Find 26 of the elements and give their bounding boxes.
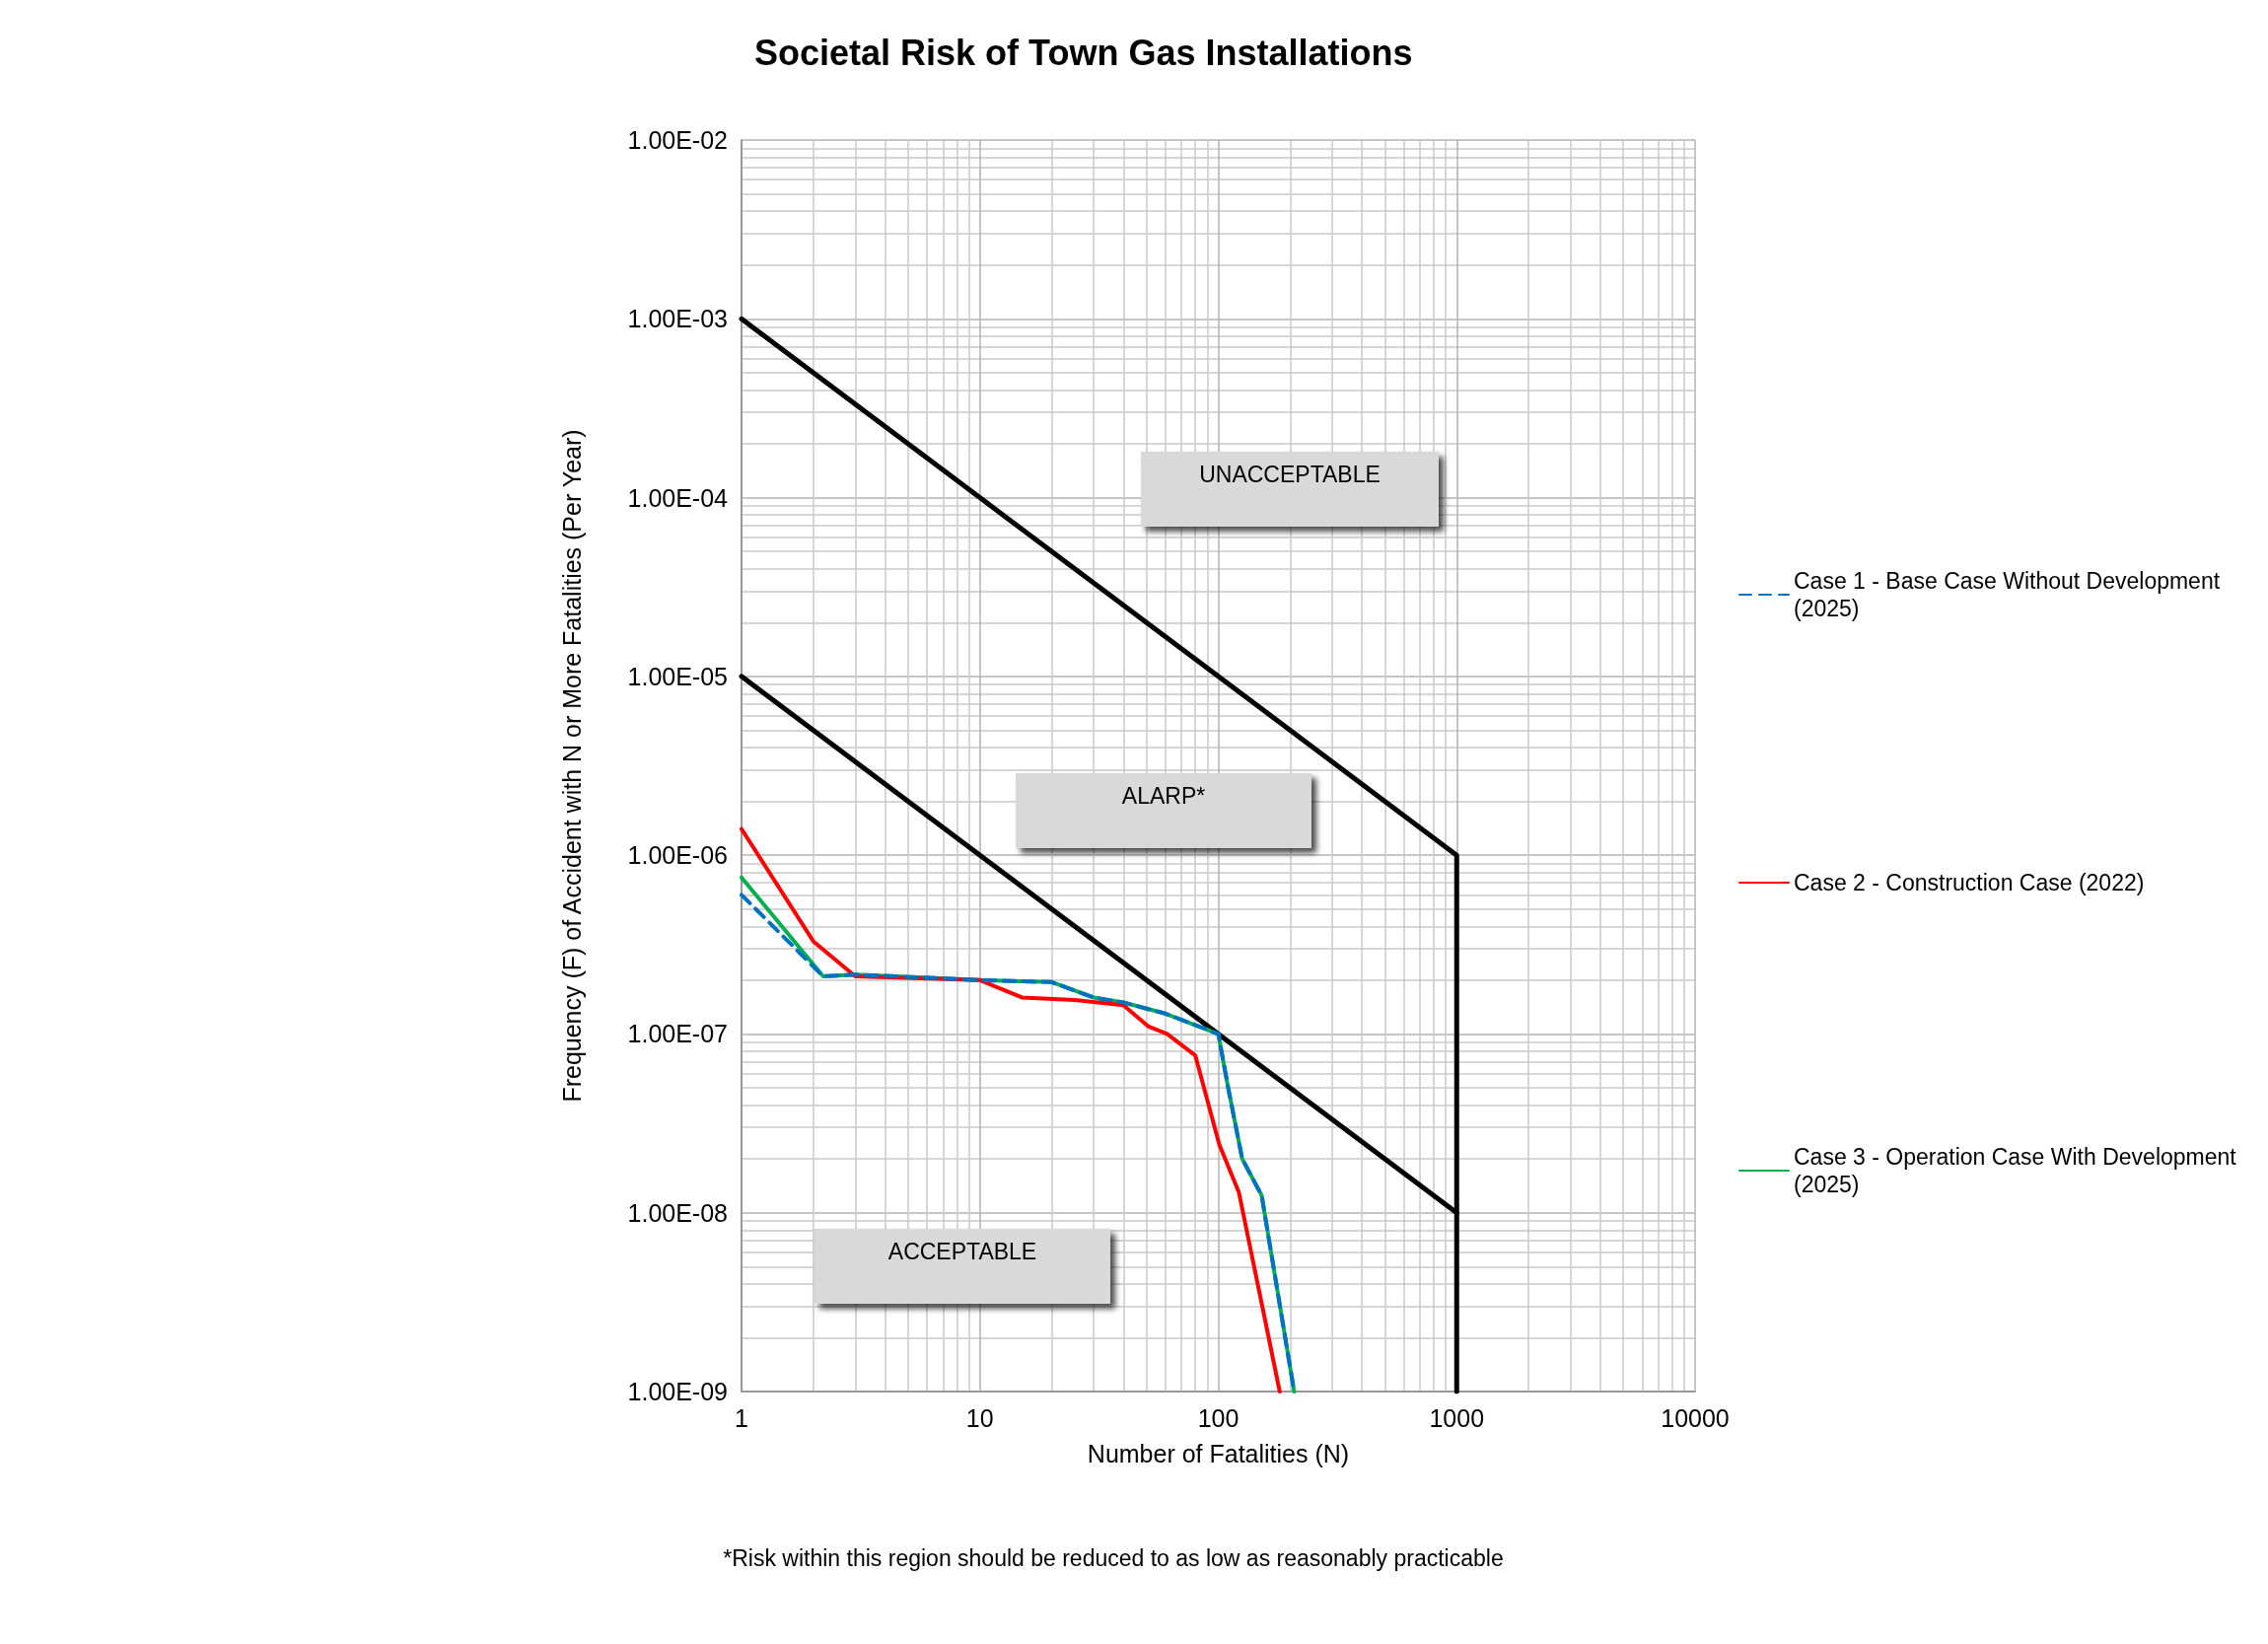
- y-tick-label: 1.00E-04: [627, 483, 729, 512]
- annotation: ACCEPTABLE: [887, 1239, 1037, 1264]
- y-tick-label: 1.00E-05: [627, 662, 728, 690]
- x-tick-label: 100: [1197, 1403, 1240, 1432]
- chart-title: Societal Risk of Town Gas Installations: [754, 32, 1413, 73]
- y-tick-label: 1.00E-07: [627, 1020, 728, 1048]
- x-tick-label: 1: [735, 1403, 748, 1432]
- annotation: UNACCEPTABLE: [1199, 462, 1381, 487]
- x-tick-label: 10000: [1661, 1403, 1730, 1432]
- annotation: ALARP*: [1121, 783, 1206, 809]
- legend-label: Case 3 - Operation Case With Development (2025): [1794, 1144, 2243, 1197]
- x-axis-title: Number of Fatalities (N): [1087, 1439, 1350, 1467]
- label-panel: ALARP*: [1016, 773, 1311, 848]
- y-tick-label: 1.00E-08: [627, 1198, 728, 1227]
- y-tick-label: 1.00E-02: [627, 126, 728, 154]
- x-tick-label: 1000: [1429, 1403, 1485, 1432]
- text: *Risk within this region should be reduced to as low as reasonably practicable: [723, 1545, 1504, 1571]
- x-tick-label: 10: [965, 1403, 994, 1432]
- label-panel: UNACCEPTABLE: [1141, 452, 1439, 527]
- y-tick-label: 1.00E-03: [627, 305, 728, 333]
- legend-label: Case 1 - Base Case Without Development (2025): [1794, 568, 2227, 621]
- label-panel: ACCEPTABLE: [815, 1229, 1110, 1304]
- y-tick-label: 1.00E-06: [627, 841, 728, 870]
- legend-label: Case 2 - Construction Case (2022): [1794, 870, 2145, 895]
- y-tick-label: 1.00E-09: [627, 1378, 728, 1405]
- y-axis-title: Frequency (F) of Accident with N or More Fatalities (Per Year): [557, 429, 586, 1103]
